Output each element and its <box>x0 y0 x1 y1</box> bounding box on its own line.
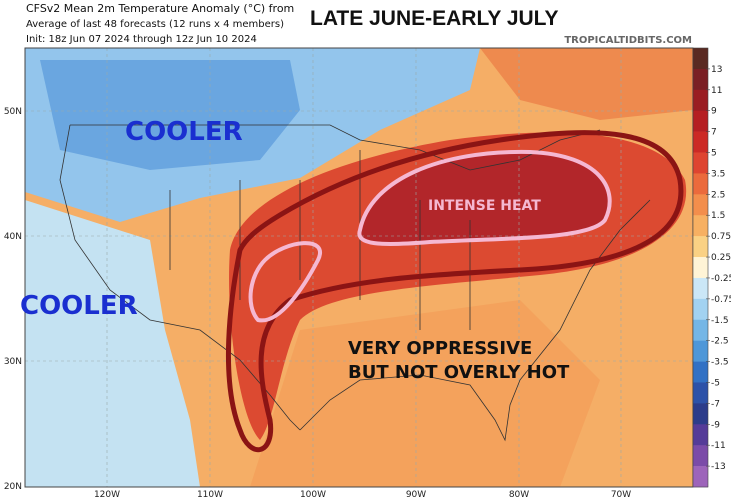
pacific-cool <box>25 200 200 487</box>
graticule <box>25 48 693 487</box>
init-time: Init: 18z Jun 07 2024 through 12z Jun 10… <box>26 34 257 45</box>
colorbar-label: 7 <box>711 128 717 138</box>
colorbar-band <box>693 48 708 70</box>
annotation: INTENSE HEAT <box>428 198 541 214</box>
colorbar-band <box>693 89 708 112</box>
colorbar-band <box>693 445 708 467</box>
colorbar-label: -3.5 <box>711 358 729 368</box>
colorbar-band <box>693 131 708 153</box>
annotation: COOLER <box>125 117 243 147</box>
colorbar-label: 0.25 <box>711 253 731 263</box>
colorbar-label: -0.75 <box>711 295 731 305</box>
colorbar-frame <box>692 47 709 488</box>
colorbar-band <box>693 382 708 404</box>
latitude-label: 40N <box>4 232 22 242</box>
colorbar-label: 13 <box>711 65 722 75</box>
longitude-label: 100W <box>300 490 326 500</box>
northeast-warm <box>480 48 693 120</box>
colorbar-band <box>693 152 708 174</box>
colorbar-band <box>693 236 708 258</box>
latitude-label: 50N <box>4 107 22 117</box>
colorbar-band <box>693 257 708 279</box>
colorbar-band <box>693 68 708 91</box>
subtitle: Average of last 48 forecasts (12 runs x … <box>26 19 284 30</box>
colorbar-label: -2.5 <box>711 337 729 347</box>
colorbar-label: -0.25 <box>711 274 731 284</box>
colorbar-band <box>693 424 708 446</box>
annotation: VERY OPPRESSIVE <box>348 338 532 359</box>
colorbar-band <box>693 173 708 195</box>
colorbar-label: -7 <box>711 399 720 409</box>
headline: LATE JUNE-EARLY JULY <box>310 7 559 30</box>
colorbar-label: -13 <box>711 462 726 472</box>
longitude-label: 110W <box>197 490 223 500</box>
longitude-label: 80W <box>509 490 529 500</box>
longitude-label: 90W <box>406 490 426 500</box>
hot-core <box>359 151 610 245</box>
longitude-label: 70W <box>611 490 631 500</box>
colorbar-band <box>693 110 708 132</box>
colorbar-label: 1.5 <box>711 211 725 221</box>
title: CFSv2 Mean 2m Temperature Anomaly (°C) f… <box>26 2 294 15</box>
colorbar-label: 2.5 <box>711 190 725 200</box>
colorbar: 13 11 9 7 5 3.5 2.5 1.5 0.75 0.25 -0.25 -0.75 -1.5 -2… <box>692 47 731 488</box>
colorbar-band <box>693 403 708 425</box>
colorbar-band <box>693 319 708 341</box>
colorbar-label: 11 <box>711 86 722 96</box>
colorbar-band <box>693 361 708 383</box>
axis-labels: 50N 40N 30N 20N 120W 110W 100W 90W 80W 70W <box>4 107 631 500</box>
colorbar-label: 5 <box>711 149 717 159</box>
colorbar-band <box>693 466 708 488</box>
colorbar-label: 0.75 <box>711 232 731 242</box>
latitude-label: 30N <box>4 357 22 367</box>
contour-intense-west <box>248 241 322 323</box>
northwest-cooler <box>40 60 300 170</box>
colorbar-band <box>693 298 708 321</box>
contour-intense <box>357 149 612 247</box>
map-area <box>24 47 694 488</box>
colorbar-label: -5 <box>711 378 720 388</box>
longitude-label: 120W <box>94 490 120 500</box>
colorbar-label: -1.5 <box>711 316 729 326</box>
colorbar-label: 9 <box>711 107 717 117</box>
latitude-label: 20N <box>4 482 22 492</box>
colorbar-band <box>693 194 708 216</box>
source: TROPICALTIDBITS.COM <box>564 35 692 46</box>
gulf-warm <box>250 300 600 487</box>
contour-hot <box>225 130 684 453</box>
annotation: BUT NOT OVERLY HOT <box>348 362 570 383</box>
colorbar-label: -9 <box>711 420 720 430</box>
colorbar-label: -11 <box>711 441 726 451</box>
colorbar-label: 3.5 <box>711 169 725 179</box>
annotation: COOLER <box>20 291 138 321</box>
colorbar-band <box>693 340 708 362</box>
colorbar-band <box>693 215 708 237</box>
colorbar-band <box>693 277 708 300</box>
